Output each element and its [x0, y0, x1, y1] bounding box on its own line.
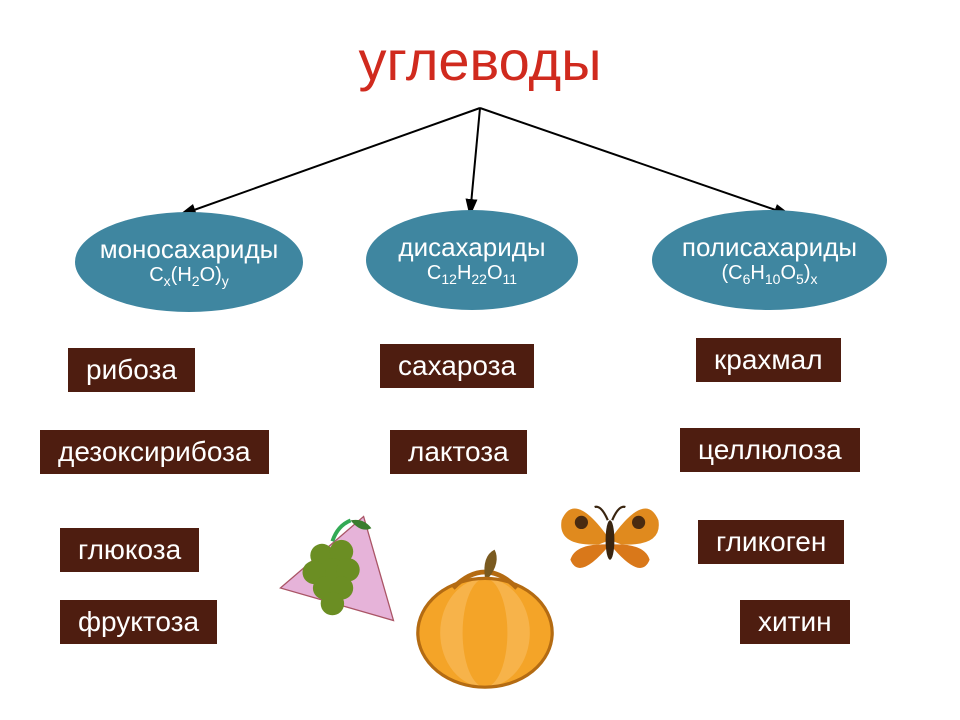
category-polysaccharides: полисахариды (С6Н10О5)х — [652, 210, 887, 310]
category-formula: С12Н22О11 — [427, 262, 517, 287]
category-label: дисахариды — [398, 233, 545, 263]
butterfly-illustration — [555, 495, 665, 585]
category-formula: (С6Н10О5)х — [722, 262, 818, 287]
example-box-glyukoza: глюкоза — [60, 528, 199, 572]
grapes-illustration — [270, 510, 400, 640]
category-label: полисахариды — [682, 233, 857, 263]
category-label: моносахариды — [100, 235, 279, 265]
example-box-khitin: хитин — [740, 600, 850, 644]
category-formula: Сх(Н2О)у — [149, 264, 229, 289]
category-disaccharides: дисахариды С12Н22О11 — [366, 210, 578, 310]
example-box-riboza: рибоза — [68, 348, 195, 392]
example-box-sakharoza: сахароза — [380, 344, 534, 388]
example-box-laktoza: лактоза — [390, 430, 527, 474]
example-box-krakhmal: крахмал — [696, 338, 841, 382]
diagram-title: углеводы — [359, 28, 602, 93]
example-box-tsellyuloza: целлюлоза — [680, 428, 860, 472]
example-box-glikogen: гликоген — [698, 520, 844, 564]
pumpkin-illustration — [400, 540, 570, 700]
example-box-dezoksiriboza: дезоксирибоза — [40, 430, 269, 474]
example-box-fruktoza: фруктоза — [60, 600, 217, 644]
category-monosaccharides: моносахариды Сх(Н2О)у — [75, 212, 303, 312]
